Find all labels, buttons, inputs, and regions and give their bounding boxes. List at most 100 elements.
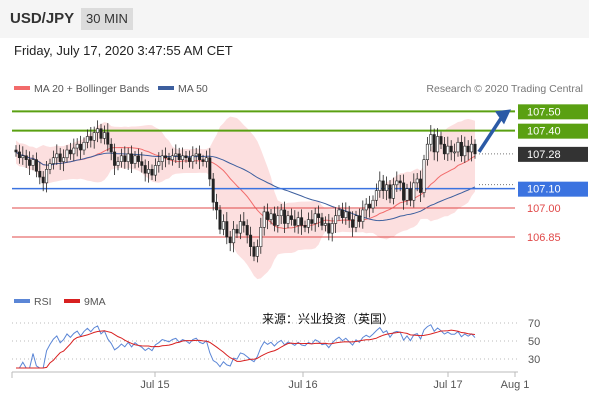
candle-body bbox=[286, 215, 290, 224]
price-tag-107-50: 107.50 bbox=[527, 106, 561, 118]
legend-rsi-swatch bbox=[14, 299, 30, 303]
candle-body bbox=[232, 228, 236, 244]
candle-body bbox=[170, 155, 174, 160]
candle-body bbox=[164, 155, 168, 159]
candle-body bbox=[14, 149, 18, 153]
price-tag-107-10: 107.10 bbox=[527, 184, 561, 196]
candle-body bbox=[378, 180, 382, 191]
candle-body bbox=[174, 153, 178, 157]
candle-body bbox=[419, 178, 423, 193]
candle-body bbox=[198, 153, 202, 160]
candle-body bbox=[351, 219, 355, 228]
candle-body bbox=[456, 141, 460, 153]
timeframe-badge[interactable]: 30 MIN bbox=[81, 8, 133, 30]
x-tick-label: Jul 16 bbox=[288, 379, 317, 391]
candle-body bbox=[432, 134, 436, 153]
candle-body bbox=[327, 223, 331, 234]
candle-body bbox=[24, 155, 28, 160]
legend-ma50-swatch bbox=[158, 86, 174, 90]
candle-body bbox=[279, 209, 283, 217]
price-tag-106-85: 106.85 bbox=[527, 232, 561, 244]
rsi-tick-label: 70 bbox=[528, 318, 540, 330]
candle-body bbox=[34, 159, 38, 172]
candle-body bbox=[55, 153, 59, 159]
candle-body bbox=[160, 155, 164, 162]
candle-body bbox=[303, 225, 307, 228]
x-tick-label: Aug 1 bbox=[501, 379, 530, 391]
projection-arrow bbox=[477, 109, 511, 153]
projection-arrow-shaft bbox=[477, 117, 503, 153]
candle-body bbox=[306, 219, 310, 228]
candle-body bbox=[225, 221, 229, 238]
candle-body bbox=[228, 236, 232, 244]
candle-body bbox=[272, 213, 276, 226]
candle-body bbox=[153, 165, 157, 176]
candle-body bbox=[446, 145, 450, 155]
price-tag-bg-107-40 bbox=[518, 123, 588, 139]
legend-rsi-ma: 9MA bbox=[84, 296, 106, 308]
candle-body bbox=[347, 211, 351, 220]
price-axis-labels: 107.50 107.40 107.28 107.10 107.00 106.85 bbox=[518, 104, 588, 244]
candle-body bbox=[191, 155, 195, 162]
candle-body bbox=[344, 211, 348, 218]
candle-body bbox=[102, 132, 106, 139]
candle-body bbox=[466, 145, 470, 153]
candle-body bbox=[429, 134, 433, 145]
candle-body bbox=[177, 153, 181, 160]
candle-body bbox=[442, 143, 446, 155]
candle-body bbox=[17, 151, 21, 159]
symbol-label: USD/JPY bbox=[10, 10, 75, 27]
candle-body bbox=[354, 215, 358, 228]
x-tick-label: Jul 15 bbox=[140, 379, 169, 391]
candle-body bbox=[249, 234, 253, 247]
candle-body bbox=[470, 143, 474, 153]
candle-body bbox=[31, 159, 35, 166]
legend-ma50: MA 50 bbox=[178, 83, 208, 95]
candle-body bbox=[242, 221, 246, 226]
price-tag-bg-107-10 bbox=[518, 181, 588, 197]
candle-body bbox=[415, 178, 419, 184]
candle-body bbox=[436, 136, 440, 153]
candle-body bbox=[45, 169, 49, 184]
candle-body bbox=[92, 132, 96, 141]
candle-body bbox=[119, 155, 123, 162]
candle-body bbox=[276, 215, 280, 226]
rsi-line bbox=[16, 324, 476, 369]
candle-body bbox=[357, 215, 361, 222]
candle-body bbox=[398, 180, 402, 184]
candle-body bbox=[422, 159, 426, 193]
candle-body bbox=[259, 227, 263, 247]
candle-body bbox=[157, 161, 161, 166]
legend-rsi: RSI bbox=[34, 296, 52, 308]
candle-body bbox=[463, 145, 467, 157]
timestamp: Friday, July 17, 2020 3:47:55 AM CET bbox=[14, 43, 233, 58]
candle-body bbox=[269, 213, 273, 220]
candle-body bbox=[300, 217, 304, 226]
candlesticks bbox=[14, 120, 477, 263]
candle-body bbox=[245, 225, 249, 236]
candle-body bbox=[402, 182, 406, 201]
candle-body bbox=[381, 180, 385, 191]
price-tag-107-40: 107.40 bbox=[527, 126, 561, 138]
candle-body bbox=[167, 157, 171, 160]
candle-body bbox=[215, 201, 219, 211]
candle-body bbox=[439, 136, 443, 145]
price-tag-107-00: 107.00 bbox=[527, 203, 561, 215]
candle-body bbox=[140, 161, 144, 166]
candle-body bbox=[143, 165, 147, 174]
candle-body bbox=[313, 213, 317, 224]
candle-body bbox=[449, 145, 453, 153]
candle-body bbox=[51, 157, 55, 164]
candle-body bbox=[371, 199, 375, 209]
legend-ma20-swatch bbox=[14, 86, 30, 90]
copyright-text: Research © 2020 Trading Central bbox=[426, 83, 583, 95]
candle-body bbox=[116, 161, 120, 166]
candle-body bbox=[391, 184, 395, 199]
candle-body bbox=[126, 153, 130, 162]
candle-body bbox=[473, 143, 477, 155]
candle-body bbox=[255, 246, 259, 257]
candle-body bbox=[266, 211, 270, 220]
candle-body bbox=[262, 211, 266, 228]
candle-body bbox=[184, 155, 188, 159]
candle-body bbox=[320, 217, 324, 226]
